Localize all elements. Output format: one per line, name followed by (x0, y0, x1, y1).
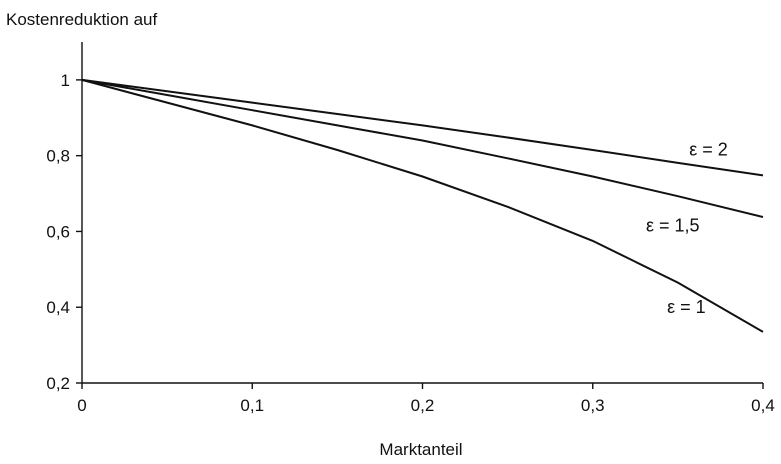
y-tick-label: 1 (61, 71, 70, 90)
x-tick-label: 0,3 (581, 396, 605, 415)
y-axis-title: Kostenreduktion auf (6, 10, 157, 29)
curve-annotation-2: ε = 1,5 (646, 215, 700, 235)
x-tick-label: 0 (77, 396, 86, 415)
series-line-2 (81, 78, 764, 218)
y-tick-label: 0,6 (46, 222, 70, 241)
y-tick-label: 0,8 (46, 147, 70, 166)
series-line-3 (81, 78, 764, 177)
axes: 0,2 0,4 0,6 0,8 1 0 0,1 0,2 0,3 0,4 (46, 42, 775, 415)
x-tick-label: 0,4 (751, 396, 775, 415)
x-tick-label: 0,2 (411, 396, 435, 415)
curve-annotations: ε = 1 ε = 1,5 ε = 2 (646, 140, 728, 317)
y-tick-label: 0,4 (46, 298, 70, 317)
curve-annotation-1: ε = 1 (667, 297, 706, 317)
y-tick-label: 0,2 (46, 374, 70, 393)
x-tick-label: 0,1 (240, 396, 264, 415)
curves (81, 78, 764, 333)
curve-annotation-3: ε = 2 (689, 140, 728, 160)
series-line-1 (81, 78, 764, 333)
x-axis-title: Marktanteil (379, 440, 462, 459)
